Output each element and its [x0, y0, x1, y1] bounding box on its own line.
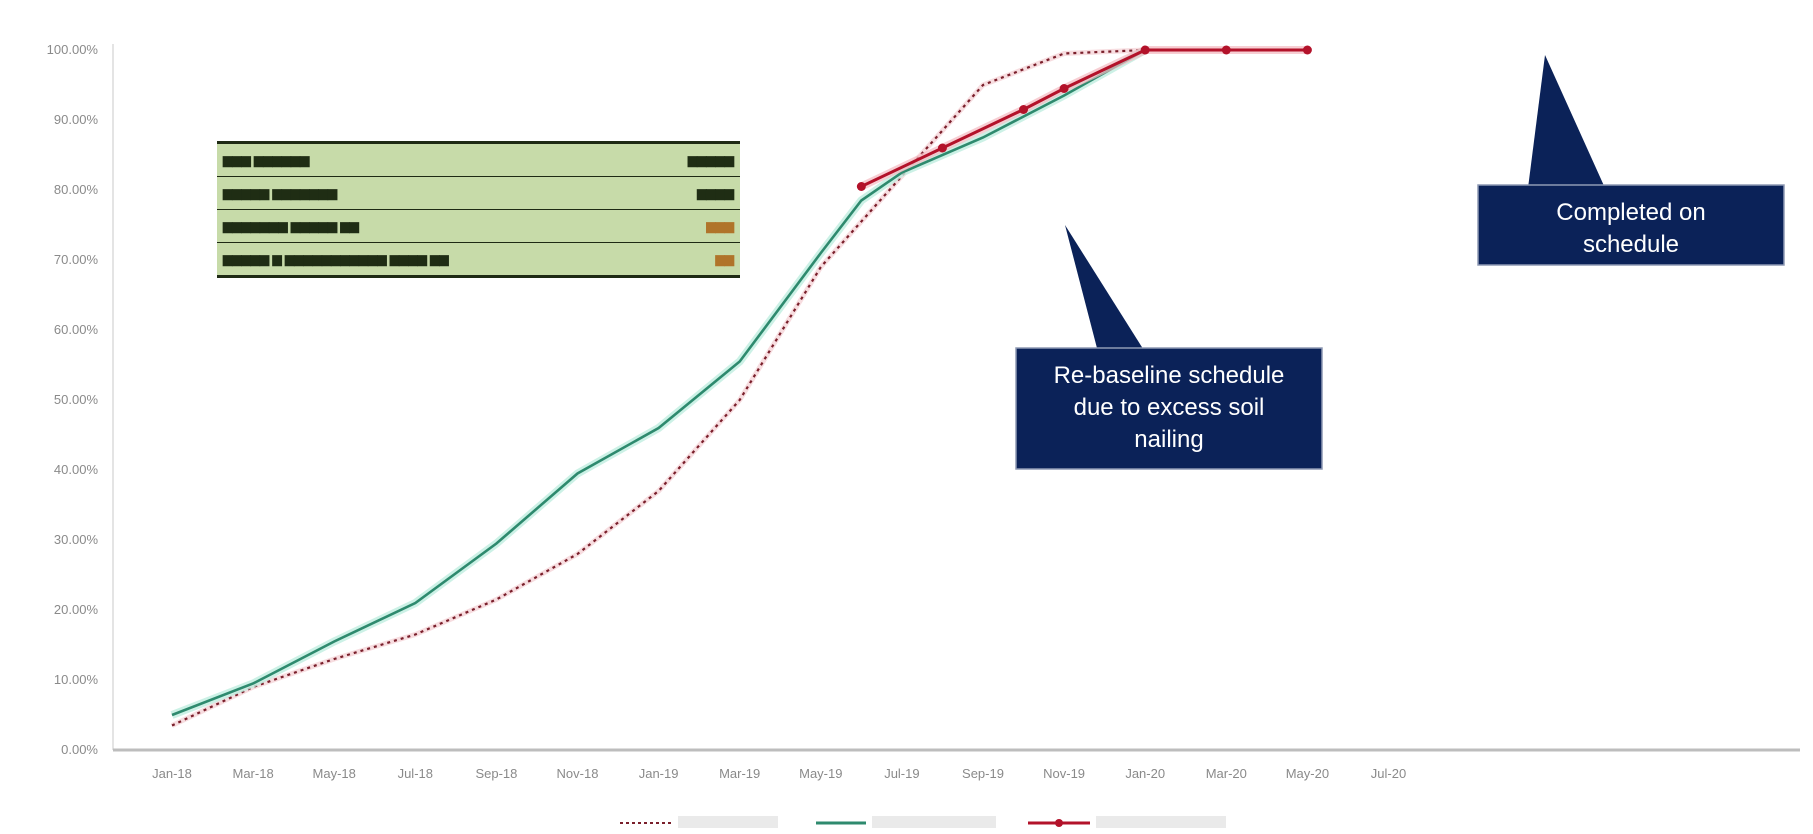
- x-tick-label: Jul-20: [1371, 766, 1406, 781]
- x-tick-label: Jul-18: [398, 766, 433, 781]
- y-tick-label: 100.00%: [47, 42, 99, 57]
- x-tick-label: Sep-19: [962, 766, 1004, 781]
- summary-row: ▆▆▆▆▆ ▆ ▆▆▆▆▆▆▆▆▆▆▆ ▆▆▆▆ ▆▆ ▆▆: [217, 243, 740, 277]
- legend-swatch-actual-marker: [1055, 819, 1063, 827]
- x-tick-label: Mar-20: [1206, 766, 1247, 781]
- summary-label: ▆▆▆▆▆ ▆▆▆▆▆▆▆: [223, 186, 338, 200]
- actual-series-point: [1302, 45, 1312, 55]
- summary-row: ▆▆▆ ▆▆▆▆▆▆ ▆▆▆▆▆: [217, 143, 740, 177]
- callout-pointer: [1528, 55, 1605, 188]
- y-tick-label: 30.00%: [54, 532, 99, 547]
- y-tick-label: 70.00%: [54, 252, 99, 267]
- y-tick-label: 80.00%: [54, 182, 99, 197]
- legend-label-placeholder: [872, 816, 996, 828]
- legend-label-placeholder: [678, 816, 778, 828]
- actual-series-glow: [859, 46, 1308, 191]
- x-tick-label: May-19: [799, 766, 842, 781]
- x-tick-label: May-20: [1286, 766, 1329, 781]
- summary-value: ▆▆▆: [706, 219, 734, 233]
- callout-text-line: Completed on: [1556, 199, 1705, 226]
- actual-series-point: [1059, 84, 1069, 93]
- summary-label: ▆▆▆▆▆ ▆ ▆▆▆▆▆▆▆▆▆▆▆ ▆▆▆▆ ▆▆: [223, 252, 449, 266]
- summary-row: ▆▆▆▆▆▆▆ ▆▆▆▆▆ ▆▆ ▆▆▆: [217, 210, 740, 243]
- x-tick-label: May-18: [313, 766, 356, 781]
- summary-value: ▆▆▆▆▆: [687, 153, 734, 167]
- actual-series-point: [1140, 45, 1150, 55]
- x-tick-label: Jan-19: [639, 766, 679, 781]
- summary-row: ▆▆▆▆▆ ▆▆▆▆▆▆▆ ▆▆▆▆: [217, 177, 740, 210]
- summary-label: ▆▆▆▆▆▆▆ ▆▆▆▆▆ ▆▆: [223, 219, 359, 233]
- actual-series-line: [860, 48, 1308, 188]
- callout-pointer: [1065, 225, 1145, 352]
- y-tick-label: 10.00%: [54, 672, 99, 687]
- y-tick-label: 60.00%: [54, 322, 99, 337]
- summary-value: ▆▆▆▆: [697, 186, 734, 200]
- callout-text-line: due to excess soil: [1074, 394, 1265, 421]
- x-tick-label: Sep-18: [475, 766, 517, 781]
- callout-box-rebaseline: [1015, 347, 1323, 470]
- y-tick-label: 50.00%: [54, 392, 99, 407]
- actual-series-point: [1019, 105, 1029, 114]
- x-tick-label: Mar-19: [719, 766, 760, 781]
- callouts: Re-baseline schedule due to excess soil na…: [1015, 55, 1785, 470]
- x-tick-label: Jan-20: [1125, 766, 1165, 781]
- x-tick-label: Mar-18: [233, 766, 274, 781]
- y-tick-label: 0.00%: [61, 742, 98, 757]
- planned-series-line: [171, 48, 1227, 727]
- y-tick-label: 20.00%: [54, 602, 99, 617]
- legend: [620, 816, 1226, 828]
- callout-box-completed: [1477, 184, 1785, 266]
- actual-series-point: [1221, 45, 1231, 55]
- y-tick-label: 40.00%: [54, 462, 99, 477]
- x-tick-label: Jan-18: [152, 766, 192, 781]
- callout-text-line: nailing: [1134, 426, 1203, 453]
- actual-series-point: [937, 143, 947, 153]
- x-tick-label: Nov-18: [557, 766, 599, 781]
- y-tick-label: 90.00%: [54, 112, 99, 127]
- x-tick-label: Jul-19: [884, 766, 919, 781]
- summary-value: ▆▆: [715, 252, 734, 266]
- axes: 0.00% 10.00% 20.00% 30.00% 40.00% 50.00% 60.00…: [47, 42, 1800, 781]
- summary-label: ▆▆▆ ▆▆▆▆▆▆: [223, 153, 310, 167]
- x-tick-label: Nov-19: [1043, 766, 1085, 781]
- summary-table: ▆▆▆ ▆▆▆▆▆▆ ▆▆▆▆▆ ▆▆▆▆▆ ▆▆▆▆▆▆▆ ▆▆▆▆ ▆▆▆▆…: [217, 141, 740, 278]
- actual-series-point: [856, 182, 866, 191]
- callout-text-line: schedule: [1583, 231, 1679, 258]
- legend-label-placeholder: [1096, 816, 1226, 828]
- baseline-series-line: [171, 48, 1146, 717]
- callout-text-line: Re-baseline schedule: [1054, 362, 1285, 389]
- series-layer: [170, 45, 1312, 728]
